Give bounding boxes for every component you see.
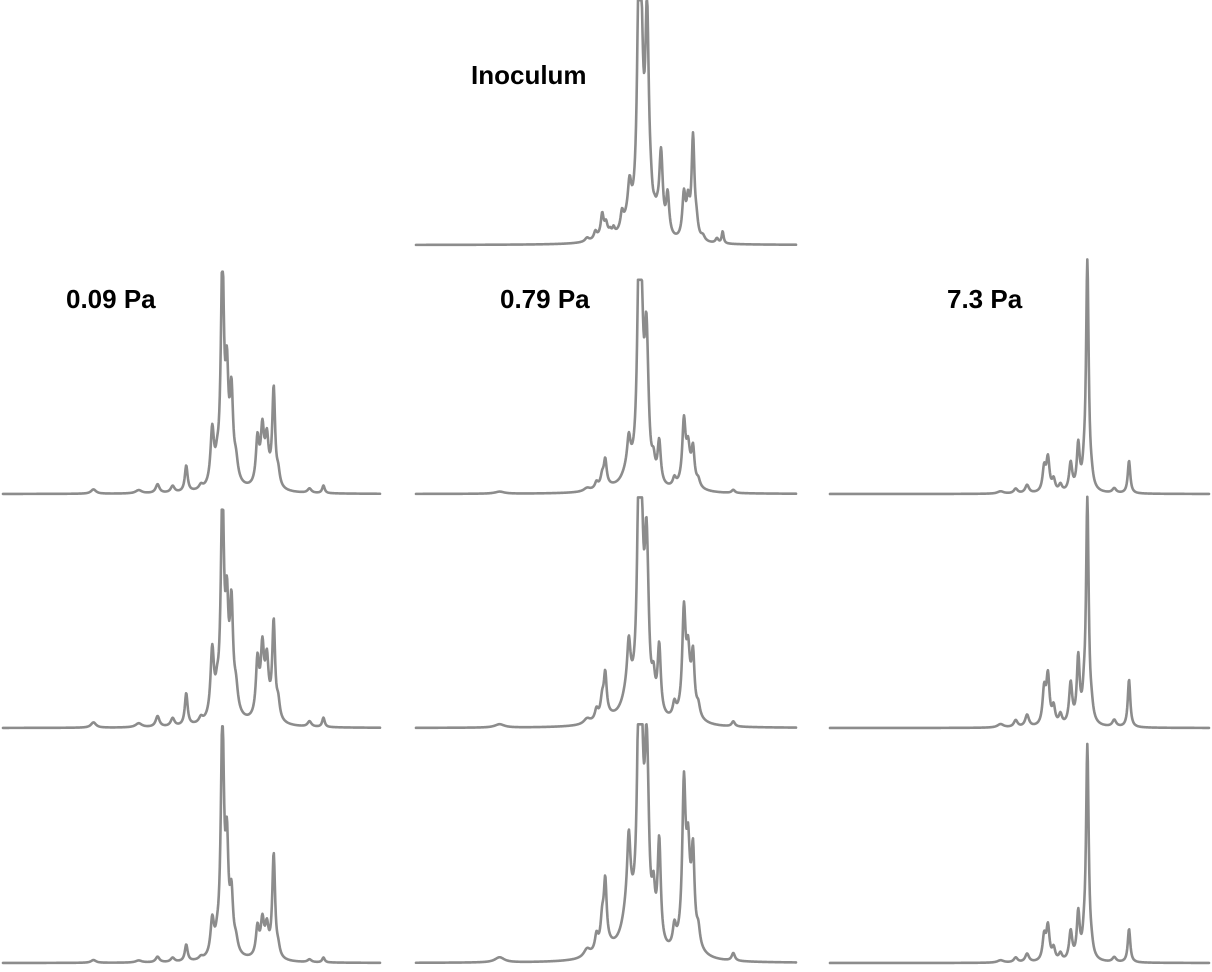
label-0-79-pa: 0.79 Pa [500,284,590,314]
trace-0-79-pa-1 [414,278,798,496]
trace-0-79-pa-3 [414,723,798,965]
trace-7-3-pa-3 [828,742,1211,965]
trace-7-3-pa-1 [828,258,1211,496]
label-7-3-pa: 7.3 Pa [947,284,1023,314]
trace-inoculum [414,0,798,247]
trace-7-3-pa-2 [828,495,1211,730]
trace-0-79-pa-2 [414,496,798,730]
label-inoculum: Inoculum [471,60,587,90]
trace-0-09-pa-2 [1,508,382,730]
panel-labels: Inoculum 0.09 Pa 0.79 Pa 7.3 Pa [66,60,1023,314]
trace-0-09-pa-1 [1,270,382,496]
label-0-09-pa: 0.09 Pa [66,284,156,314]
trace-0-09-pa-3 [1,725,382,965]
